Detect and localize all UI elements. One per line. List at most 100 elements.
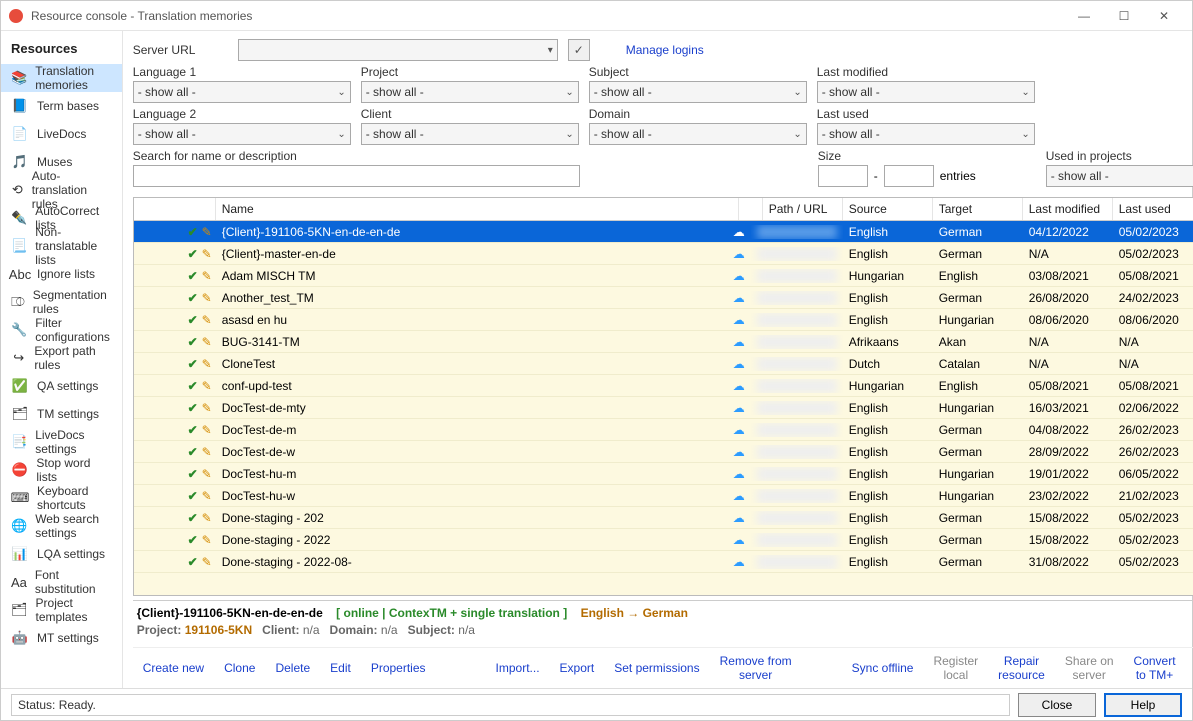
server-url-confirm-button[interactable]: ✓ bbox=[568, 39, 590, 61]
table-row[interactable]: ✔✎ DocTest-de-m ☁ English German 04/08/2… bbox=[134, 419, 1193, 441]
table-row[interactable]: ✔✎ DocTest-de-w ☁ English German 28/09/2… bbox=[134, 441, 1193, 463]
close-button[interactable]: Close bbox=[1018, 693, 1096, 717]
export-action[interactable]: Export bbox=[560, 661, 595, 675]
table-row[interactable]: ✔✎ {Client}-master-en-de ☁ English Germa… bbox=[134, 243, 1193, 265]
content-area: Server URL ▾ ✓ Manage logins Language 1-… bbox=[123, 31, 1193, 688]
convert-tm-action[interactable]: Convert to TM+ bbox=[1134, 654, 1176, 682]
detail-name: {Client}-191106-5KN-en-de-en-de bbox=[137, 606, 323, 620]
cell-name: {Client}-master-en-de bbox=[216, 247, 727, 261]
cell-name: CloneTest bbox=[216, 357, 727, 371]
server-url-combo[interactable]: ▾ bbox=[238, 39, 558, 61]
size-label: Size bbox=[818, 149, 1036, 163]
delete-action[interactable]: Delete bbox=[275, 661, 310, 675]
client-select[interactable]: - show all -⌄ bbox=[361, 123, 579, 145]
sync-offline-action[interactable]: Sync offline bbox=[852, 661, 914, 675]
window-title: Resource console - Translation memories bbox=[31, 9, 1064, 23]
cell-source: English bbox=[843, 445, 933, 459]
sidebar-item[interactable]: ⎄Segmentation rules bbox=[1, 288, 122, 316]
sidebar-item[interactable]: ↪Export path rules bbox=[1, 344, 122, 372]
sidebar-item[interactable]: 📑LiveDocs settings bbox=[1, 428, 122, 456]
edit-icon: ✎ bbox=[202, 445, 212, 459]
clone-action[interactable]: Clone bbox=[224, 661, 255, 675]
sidebar-icon: ⎄ bbox=[11, 293, 25, 311]
help-button[interactable]: Help bbox=[1104, 693, 1182, 717]
sidebar-item[interactable]: ⌨Keyboard shortcuts bbox=[1, 484, 122, 512]
sidebar-item[interactable]: ✅QA settings bbox=[1, 372, 122, 400]
column-name[interactable]: Name bbox=[216, 198, 739, 220]
sidebar-title: Resources bbox=[1, 31, 122, 64]
edit-action[interactable]: Edit bbox=[330, 661, 351, 675]
column-last-modified[interactable]: Last modified bbox=[1023, 198, 1113, 220]
sidebar-item-label: Keyboard shortcuts bbox=[37, 484, 112, 512]
table-row[interactable]: ✔✎ DocTest-de-mty ☁ English Hungarian 16… bbox=[134, 397, 1193, 419]
sidebar-item[interactable]: 🗂TM settings bbox=[1, 400, 122, 428]
sidebar-item[interactable]: ⛔Stop word lists bbox=[1, 456, 122, 484]
table-row[interactable]: ✔✎ BUG-3141-TM ☁ Afrikaans Akan N/A N/A … bbox=[134, 331, 1193, 353]
sidebar-item[interactable]: 🌐Web search settings bbox=[1, 512, 122, 540]
sidebar-item[interactable]: 📃Non-translatable lists bbox=[1, 232, 122, 260]
search-input[interactable] bbox=[133, 165, 580, 187]
maximize-button[interactable]: ☐ bbox=[1104, 2, 1144, 30]
table-row[interactable]: ✔✎ DocTest-hu-m ☁ English Hungarian 19/0… bbox=[134, 463, 1193, 485]
repair-resource-action[interactable]: Repair resource bbox=[998, 654, 1045, 682]
remove-from-server-action[interactable]: Remove from server bbox=[720, 654, 792, 682]
last-used-select[interactable]: - show all -⌄ bbox=[817, 123, 1035, 145]
set-permissions-action[interactable]: Set permissions bbox=[614, 661, 699, 675]
sidebar-item[interactable]: 📄LiveDocs bbox=[1, 120, 122, 148]
sidebar-item[interactable]: 📚Translation memories bbox=[1, 64, 122, 92]
cell-target: German bbox=[933, 555, 1023, 569]
table-row[interactable]: ✔✎ CloneTest ☁ Dutch Catalan N/A N/A 5 bbox=[134, 353, 1193, 375]
size-from-input[interactable] bbox=[818, 165, 868, 187]
column-source[interactable]: Source bbox=[843, 198, 933, 220]
chevron-down-icon: ⌄ bbox=[337, 129, 345, 140]
sidebar-item-label: TM settings bbox=[37, 407, 99, 421]
used-in-projects-select[interactable]: - show all -⌄ bbox=[1046, 165, 1193, 187]
table-row[interactable]: ✔✎ asasd en hu ☁ English Hungarian 08/06… bbox=[134, 309, 1193, 331]
sidebar-icon: 🤖 bbox=[11, 629, 29, 647]
table-row[interactable]: ✔✎ Done-staging - 202 ☁ English German 1… bbox=[134, 507, 1193, 529]
sidebar-item[interactable]: 📊LQA settings bbox=[1, 540, 122, 568]
subject-select[interactable]: - show all -⌄ bbox=[589, 81, 807, 103]
sidebar-list: 📚Translation memories📘Term bases📄LiveDoc… bbox=[1, 64, 122, 688]
project-select[interactable]: - show all -⌄ bbox=[361, 81, 579, 103]
table-row[interactable]: ✔✎ DocTest-hu-w ☁ English Hungarian 23/0… bbox=[134, 485, 1193, 507]
cell-last-modified: 31/08/2022 bbox=[1023, 555, 1113, 569]
close-window-button[interactable]: ✕ bbox=[1144, 2, 1184, 30]
create-new-action[interactable]: Create new bbox=[143, 661, 204, 675]
table-row[interactable]: ✔✎ {Client}-191106-5KN-en-de-en-de ☁ Eng… bbox=[134, 221, 1193, 243]
sidebar-item[interactable]: 📘Term bases bbox=[1, 92, 122, 120]
table-row[interactable]: ✔✎ Done-staging - 2022 ☁ English German … bbox=[134, 529, 1193, 551]
sidebar-item[interactable]: 🤖MT settings bbox=[1, 624, 122, 652]
cell-last-used: 26/02/2023 bbox=[1113, 445, 1193, 459]
language1-select[interactable]: - show all -⌄ bbox=[133, 81, 351, 103]
sidebar-item[interactable]: ⟲Auto-translation rules bbox=[1, 176, 122, 204]
table-row[interactable]: ✔✎ Another_test_TM ☁ English German 26/0… bbox=[134, 287, 1193, 309]
column-target[interactable]: Target bbox=[933, 198, 1023, 220]
cloud-icon: ☁ bbox=[727, 401, 751, 415]
sidebar-item-label: Muses bbox=[37, 155, 72, 169]
edit-icon: ✎ bbox=[202, 489, 212, 503]
status-text: Status: Ready. bbox=[11, 694, 1010, 716]
table-row[interactable]: ✔✎ conf-upd-test ☁ Hungarian English 05/… bbox=[134, 375, 1193, 397]
size-to-input[interactable] bbox=[884, 165, 934, 187]
domain-select[interactable]: - show all -⌄ bbox=[589, 123, 807, 145]
grid-body[interactable]: ✔✎ {Client}-191106-5KN-en-de-en-de ☁ Eng… bbox=[134, 221, 1193, 595]
column-last-used[interactable]: Last used bbox=[1113, 198, 1193, 220]
cloud-icon: ☁ bbox=[727, 357, 751, 371]
column-path[interactable]: Path / URL bbox=[763, 198, 843, 220]
minimize-button[interactable]: — bbox=[1064, 2, 1104, 30]
cell-last-used: 05/02/2023 bbox=[1113, 533, 1193, 547]
language2-select[interactable]: - show all -⌄ bbox=[133, 123, 351, 145]
last-modified-select[interactable]: - show all -⌄ bbox=[817, 81, 1035, 103]
manage-logins-link[interactable]: Manage logins bbox=[626, 43, 704, 57]
properties-action[interactable]: Properties bbox=[371, 661, 426, 675]
table-row[interactable]: ✔✎ Done-staging - 2022-08- ☁ English Ger… bbox=[134, 551, 1193, 573]
sidebar-item[interactable]: 🔧Filter configurations bbox=[1, 316, 122, 344]
sidebar-item[interactable]: AaFont substitution bbox=[1, 568, 122, 596]
import-action[interactable]: Import... bbox=[496, 661, 540, 675]
edit-icon: ✎ bbox=[202, 511, 212, 525]
sidebar-item[interactable]: 🗂Project templates bbox=[1, 596, 122, 624]
client-label: Client bbox=[361, 107, 579, 121]
table-row[interactable]: ✔✎ Adam MISCH TM ☁ Hungarian English 03/… bbox=[134, 265, 1193, 287]
cell-name: {Client}-191106-5KN-en-de-en-de bbox=[216, 225, 727, 239]
